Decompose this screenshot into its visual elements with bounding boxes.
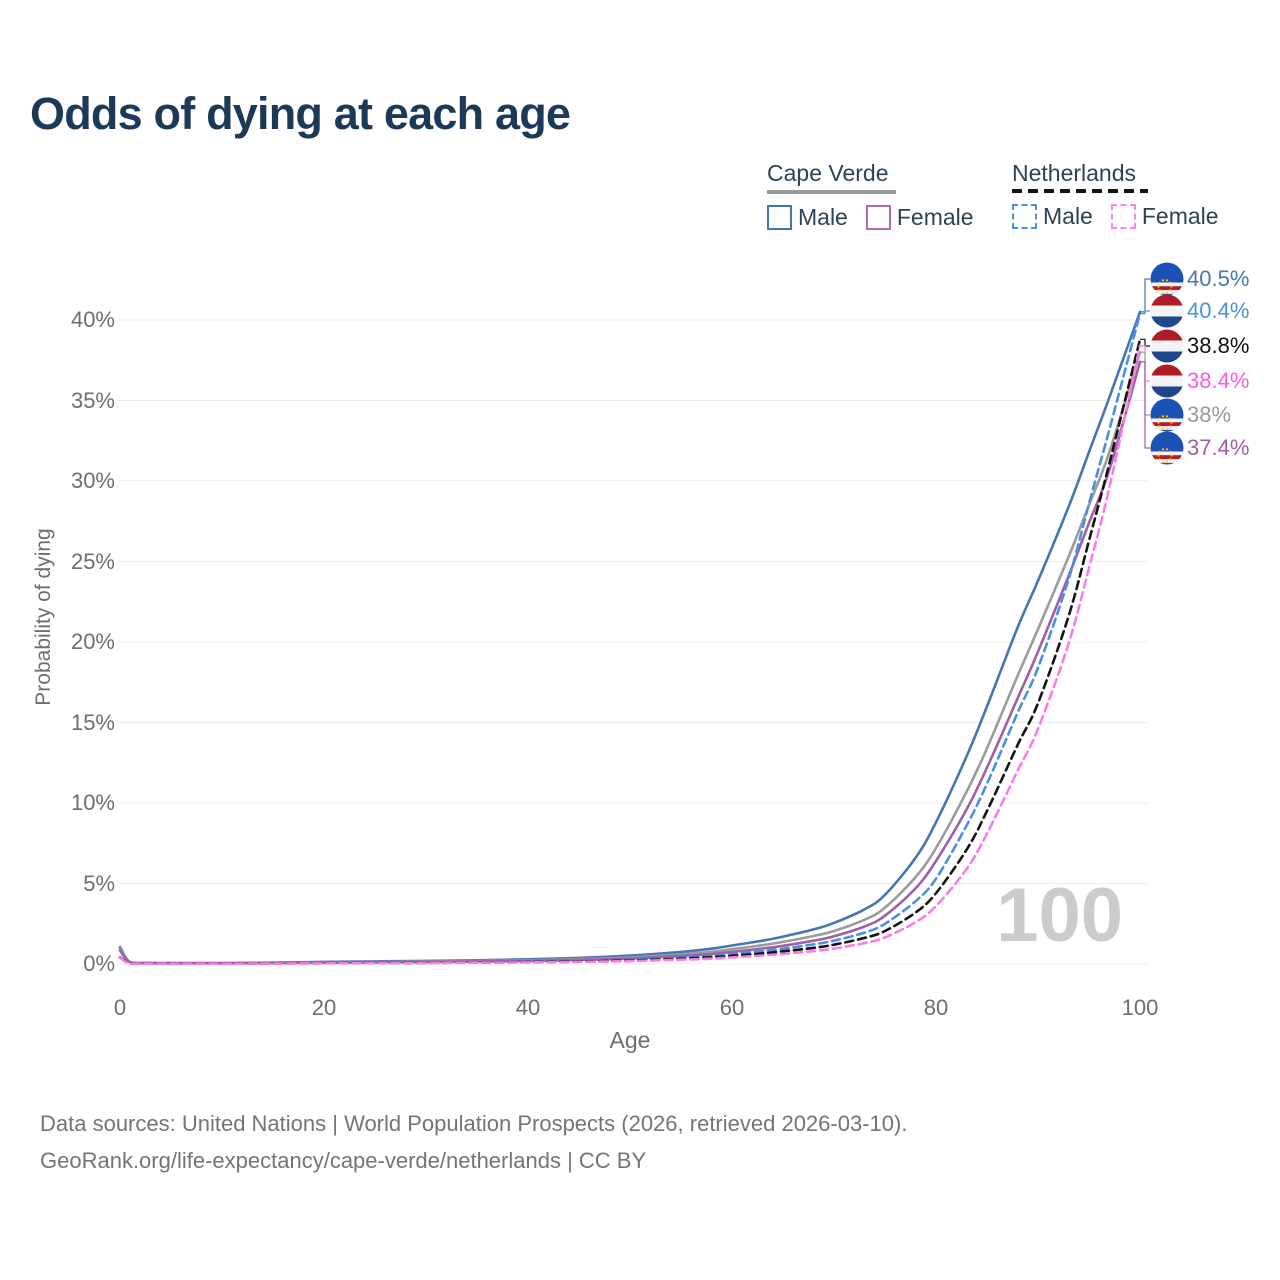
series-line-nl_female bbox=[118, 344, 1142, 966]
legend-swatch-cape-verde-female bbox=[865, 205, 891, 230]
page-title: Odds of dying at each age bbox=[30, 88, 571, 139]
series-line-cv_male bbox=[118, 310, 1142, 965]
y-tick-label: 35% bbox=[70, 387, 115, 413]
legend-label: Male bbox=[798, 204, 848, 230]
end-value-label-cv_both: 38% bbox=[1187, 402, 1232, 427]
y-tick-label: 5% bbox=[83, 870, 115, 896]
leader-line-cv_female bbox=[1140, 361, 1150, 449]
flag-icon-cape-verde bbox=[1150, 262, 1184, 296]
legend-label: Male bbox=[1043, 203, 1093, 229]
x-tick-label: 40 bbox=[515, 995, 541, 1020]
legend-swatch-netherlands-female bbox=[1110, 204, 1136, 229]
x-tick-label: 0 bbox=[113, 995, 127, 1020]
legend-country-netherlands[interactable]: Netherlands bbox=[1012, 160, 1137, 186]
end-value-label-cv_male: 40.5% bbox=[1187, 266, 1250, 291]
x-tick-label: 80 bbox=[923, 995, 949, 1020]
x-tick-label: 20 bbox=[311, 995, 337, 1020]
legend-item-cape-verde-female[interactable]: Female bbox=[865, 204, 974, 231]
legend-label: Female bbox=[1141, 203, 1219, 229]
legend-group-netherlands: Netherlands Male Female bbox=[1012, 160, 1237, 230]
legend-item-cape-verde-male[interactable]: Male bbox=[767, 204, 848, 231]
y-tick-label: 30% bbox=[70, 468, 115, 493]
flag-icon-netherlands bbox=[1150, 294, 1184, 328]
series-line-nl_both bbox=[118, 338, 1142, 965]
flag-icon-netherlands bbox=[1150, 329, 1184, 363]
y-tick-label: 20% bbox=[70, 629, 115, 654]
y-tick-label: 10% bbox=[70, 790, 115, 815]
end-value-label-cv_female: 37.4% bbox=[1187, 435, 1250, 460]
flag-icon-cape-verde bbox=[1150, 398, 1184, 432]
legend-item-netherlands-female[interactable]: Female bbox=[1110, 203, 1219, 230]
legend-dashed-underline bbox=[1012, 189, 1148, 193]
end-value-label-nl_both: 38.8% bbox=[1187, 333, 1250, 358]
legend-swatch-netherlands-male bbox=[1012, 204, 1037, 229]
series-line-cv_female bbox=[118, 360, 1142, 965]
axis-max-watermark: 100 bbox=[996, 873, 1123, 958]
legend-swatch-cape-verde-male bbox=[767, 205, 792, 230]
x-axis-title: Age bbox=[609, 1027, 651, 1053]
legend-country-cape-verde[interactable]: Cape Verde bbox=[767, 160, 896, 194]
flag-icon-netherlands bbox=[1150, 364, 1184, 398]
footer-attribution: GeoRank.org/life-expectancy/cape-verde/n… bbox=[40, 1148, 647, 1173]
leader-line-cv_male bbox=[1140, 278, 1150, 313]
series-line-nl_male bbox=[118, 312, 1142, 965]
y-tick-label: 15% bbox=[70, 709, 115, 735]
legend-group-cape-verde: Cape Verde Male Female bbox=[767, 160, 992, 231]
end-value-label-nl_female: 38.4% bbox=[1187, 368, 1250, 393]
legend-label: Female bbox=[896, 204, 974, 230]
flag-icon-cape-verde bbox=[1150, 431, 1184, 465]
y-tick-label: 25% bbox=[70, 548, 115, 574]
y-tick-label: 40% bbox=[70, 307, 115, 332]
leader-line-nl_both bbox=[1140, 338, 1150, 347]
y-tick-label: 0% bbox=[83, 951, 115, 976]
series-line-cv_both bbox=[118, 350, 1142, 965]
end-value-label-nl_male: 40.4% bbox=[1187, 298, 1250, 323]
footer-data-sources: Data sources: United Nations | World Pop… bbox=[40, 1111, 908, 1136]
leader-line-nl_male bbox=[1140, 310, 1150, 315]
x-tick-label: 100 bbox=[1121, 995, 1159, 1020]
legend-item-netherlands-male[interactable]: Male bbox=[1012, 203, 1093, 230]
x-tick-label: 60 bbox=[719, 995, 745, 1020]
